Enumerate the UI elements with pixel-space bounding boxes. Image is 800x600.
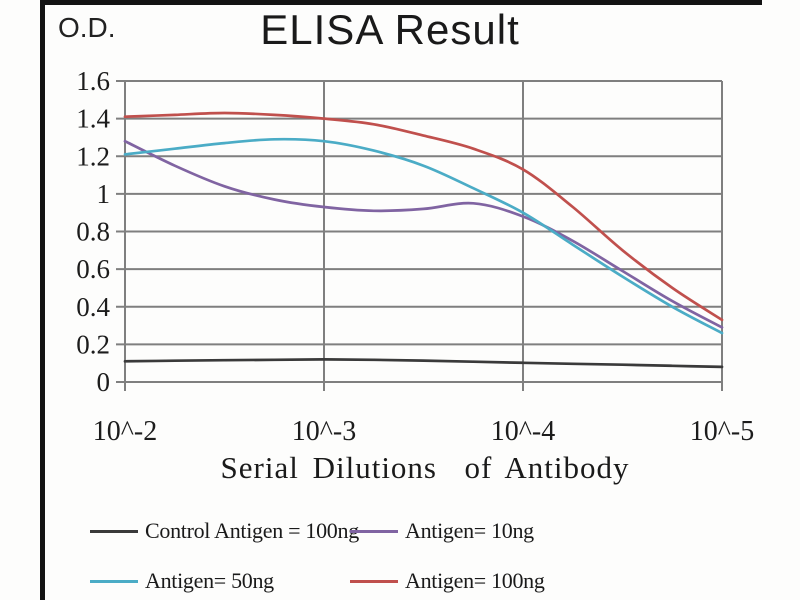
y-tick-label: 0.2 [76, 329, 110, 359]
axis-tick-labels: 0 0.2 0.4 0.6 0.8 1 1.2 1.4 1.6 10^-2 10^-3 10^-4 10… [76, 66, 754, 447]
frame-border-top [40, 0, 762, 5]
series-line-antigen-50ng [123, 137, 724, 335]
y-tick-label: 0.4 [76, 292, 110, 322]
x-tick-label: 10^-2 [93, 416, 157, 447]
y-tick-label: 0.6 [76, 254, 110, 284]
y-tick-label: 0.8 [76, 217, 110, 247]
y-tick-label: 1 [97, 179, 111, 209]
y-axis-unit-label: O.D. [58, 12, 116, 43]
chart-title: ELISA Result [260, 6, 520, 53]
series-line-control-antigen-100ng [123, 358, 724, 369]
gridlines [116, 80, 723, 391]
x-tick-label: 10^-5 [690, 416, 754, 447]
series-line-antigen-10ng [123, 139, 724, 329]
x-tick-label: 10^-4 [491, 416, 555, 447]
frame-border-left [40, 0, 45, 600]
y-tick-label: 1.2 [76, 141, 110, 171]
y-tick-label: 0 [97, 367, 111, 397]
y-tick-label: 1.6 [76, 66, 110, 96]
x-axis-title: Serial Dilutions of Antibody [220, 450, 630, 485]
x-tick-label: 10^-3 [292, 416, 356, 447]
series-line-antigen-100ng [123, 111, 724, 322]
y-tick-label: 1.4 [76, 104, 110, 134]
